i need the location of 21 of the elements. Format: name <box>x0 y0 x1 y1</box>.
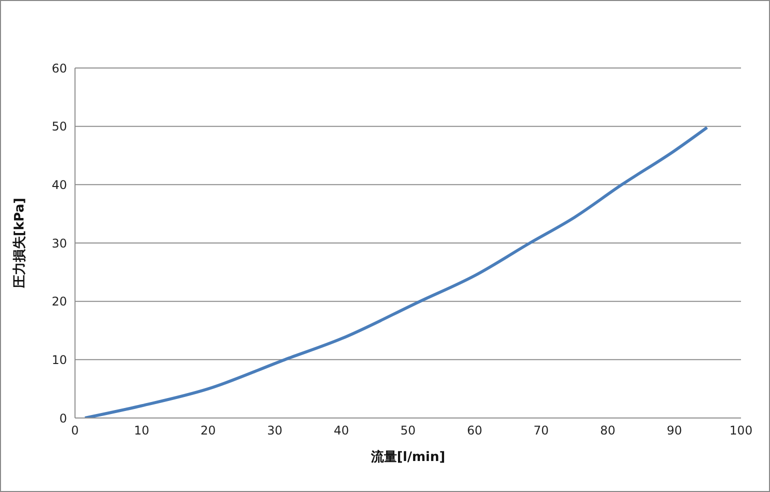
x-tick-label: 0 <box>71 424 79 438</box>
y-tick-label: 40 <box>52 178 67 192</box>
y-tick-label: 0 <box>59 411 67 426</box>
x-tick-label: 10 <box>134 424 150 438</box>
x-tick-label: 40 <box>334 424 350 438</box>
y-tick-label: 60 <box>52 61 67 76</box>
y-tick-label: 50 <box>52 120 67 134</box>
x-tick-label: 30 <box>267 424 282 438</box>
x-tick-label: 80 <box>600 424 616 438</box>
x-tick-label: 60 <box>466 424 482 438</box>
x-axis-title: 流量[l/min] <box>370 449 446 466</box>
y-tick-label: 30 <box>52 236 67 250</box>
x-tick-label: 20 <box>200 424 216 438</box>
y-tick-label: 10 <box>52 352 67 367</box>
x-tick-label: 90 <box>666 424 682 438</box>
x-tick-label: 50 <box>400 424 416 438</box>
x-tick-label: 100 <box>730 424 752 438</box>
line-series <box>83 126 709 418</box>
y-axis-title: 圧力損失[kPa] <box>12 198 28 290</box>
x-tick-label: 70 <box>534 424 549 438</box>
y-tick-label: 20 <box>52 294 67 309</box>
